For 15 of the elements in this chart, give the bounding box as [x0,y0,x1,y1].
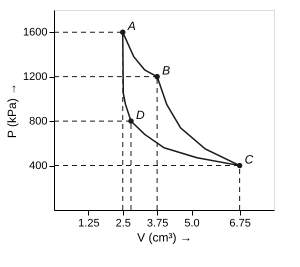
x-tick-label: 1.25 [78,218,100,230]
x-tick-label: 5.0 [184,218,200,230]
y-axis-title: P (kPa) → [5,82,20,138]
annotation: A [126,19,136,34]
x-tick-label: 6.75 [229,218,251,230]
y-tick-label: 1600 [23,26,48,39]
x-tick-label: 3.75 [146,218,168,230]
annotation: C [244,152,254,167]
annotation: B [162,64,170,78]
y-tick-label: 400 [29,160,48,172]
x-tick-label: 2.5 [116,218,131,230]
y-tick-label: 1200 [23,71,48,84]
annotation: D [136,108,145,122]
y-tick-label: 800 [29,116,48,128]
x-axis-title: V (cm³) → [137,230,192,244]
